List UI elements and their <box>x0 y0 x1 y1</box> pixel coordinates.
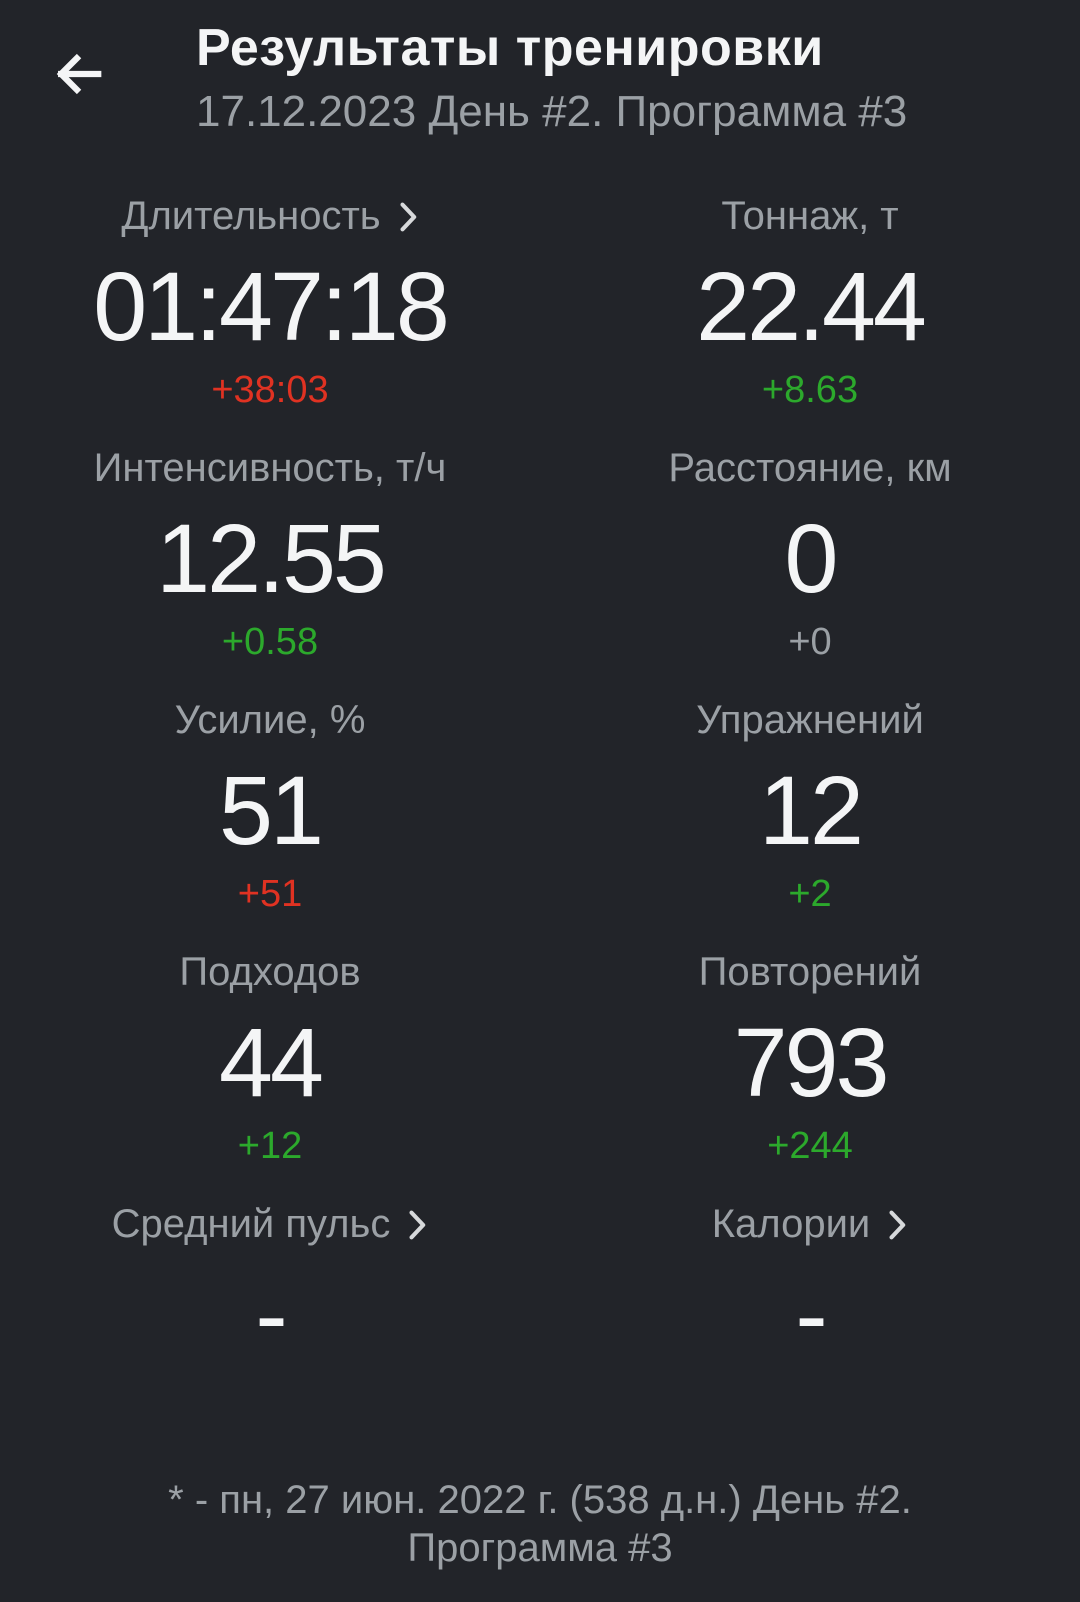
page-subtitle: 17.12.2023 День #2. Программа #3 <box>196 87 908 136</box>
stat-value: 51 <box>219 756 324 865</box>
chevron-right-icon <box>397 199 419 233</box>
stat-label: Калории <box>711 1202 871 1246</box>
arrow-left-icon <box>51 47 105 101</box>
stat-value: - <box>255 1260 287 1369</box>
stat-label: Подходов <box>179 950 361 994</box>
stat-effort: Усилие, % 51 +51 <box>0 660 540 915</box>
stat-value: 01:47:18 <box>93 252 450 361</box>
stat-value: 12.55 <box>156 504 387 613</box>
stat-delta: +38:03 <box>211 369 329 411</box>
stat-value: 44 <box>219 1008 324 1117</box>
stat-sets: Подходов 44 +12 <box>0 912 540 1167</box>
stat-intensity: Интенсивность, т/ч 12.55 +0.58 <box>0 408 540 663</box>
stat-label: Длительность <box>121 194 381 238</box>
stat-distance: Расстояние, км 0 +0 <box>540 408 1080 663</box>
stat-reps: Повторений 793 +244 <box>540 912 1080 1167</box>
stat-label: Повторений <box>698 950 922 994</box>
header: Результаты тренировки 17.12.2023 День #2… <box>0 0 1080 156</box>
stat-value: - <box>795 1260 827 1369</box>
stat-delta: +8.63 <box>761 369 859 411</box>
stat-label: Интенсивность, т/ч <box>93 446 447 490</box>
stat-delta: +0 <box>788 621 832 663</box>
title-block: Результаты тренировки 17.12.2023 День #2… <box>196 0 1080 138</box>
page-title: Результаты тренировки <box>196 19 824 77</box>
stat-label: Расстояние, км <box>668 446 952 490</box>
chevron-right-icon <box>406 1207 428 1241</box>
stat-value: 12 <box>759 756 864 865</box>
stat-label: Упражнений <box>696 698 924 742</box>
stat-duration[interactable]: Длительность 01:47:18 +38:03 <box>0 156 540 411</box>
stat-delta: +12 <box>237 1125 303 1167</box>
stat-label: Усилие, % <box>174 698 366 742</box>
stat-tonnage: Тоннаж, т 22.44 +8.63 <box>540 156 1080 411</box>
stat-label: Тоннаж, т <box>721 194 899 238</box>
stat-delta: +51 <box>237 873 303 915</box>
stat-delta: +2 <box>788 873 832 915</box>
back-button[interactable] <box>42 38 114 110</box>
stat-avg-pulse[interactable]: Средний пульс - <box>0 1164 540 1416</box>
stat-calories[interactable]: Калории - <box>540 1164 1080 1416</box>
stats-grid: Длительность 01:47:18 +38:03 Тоннаж, т 2… <box>0 156 1080 1416</box>
chevron-right-icon <box>886 1207 908 1241</box>
stat-value: 0 <box>784 504 839 613</box>
stat-exercises: Упражнений 12 +2 <box>540 660 1080 915</box>
stat-delta: +244 <box>767 1125 853 1167</box>
stat-value: 22.44 <box>696 252 927 361</box>
footer-note: * - пн, 27 июн. 2022 г. (538 д.н.) День … <box>168 1478 912 1570</box>
stat-delta: +0.58 <box>221 621 319 663</box>
stat-label: Средний пульс <box>111 1202 391 1246</box>
stat-value: 793 <box>733 1008 890 1117</box>
